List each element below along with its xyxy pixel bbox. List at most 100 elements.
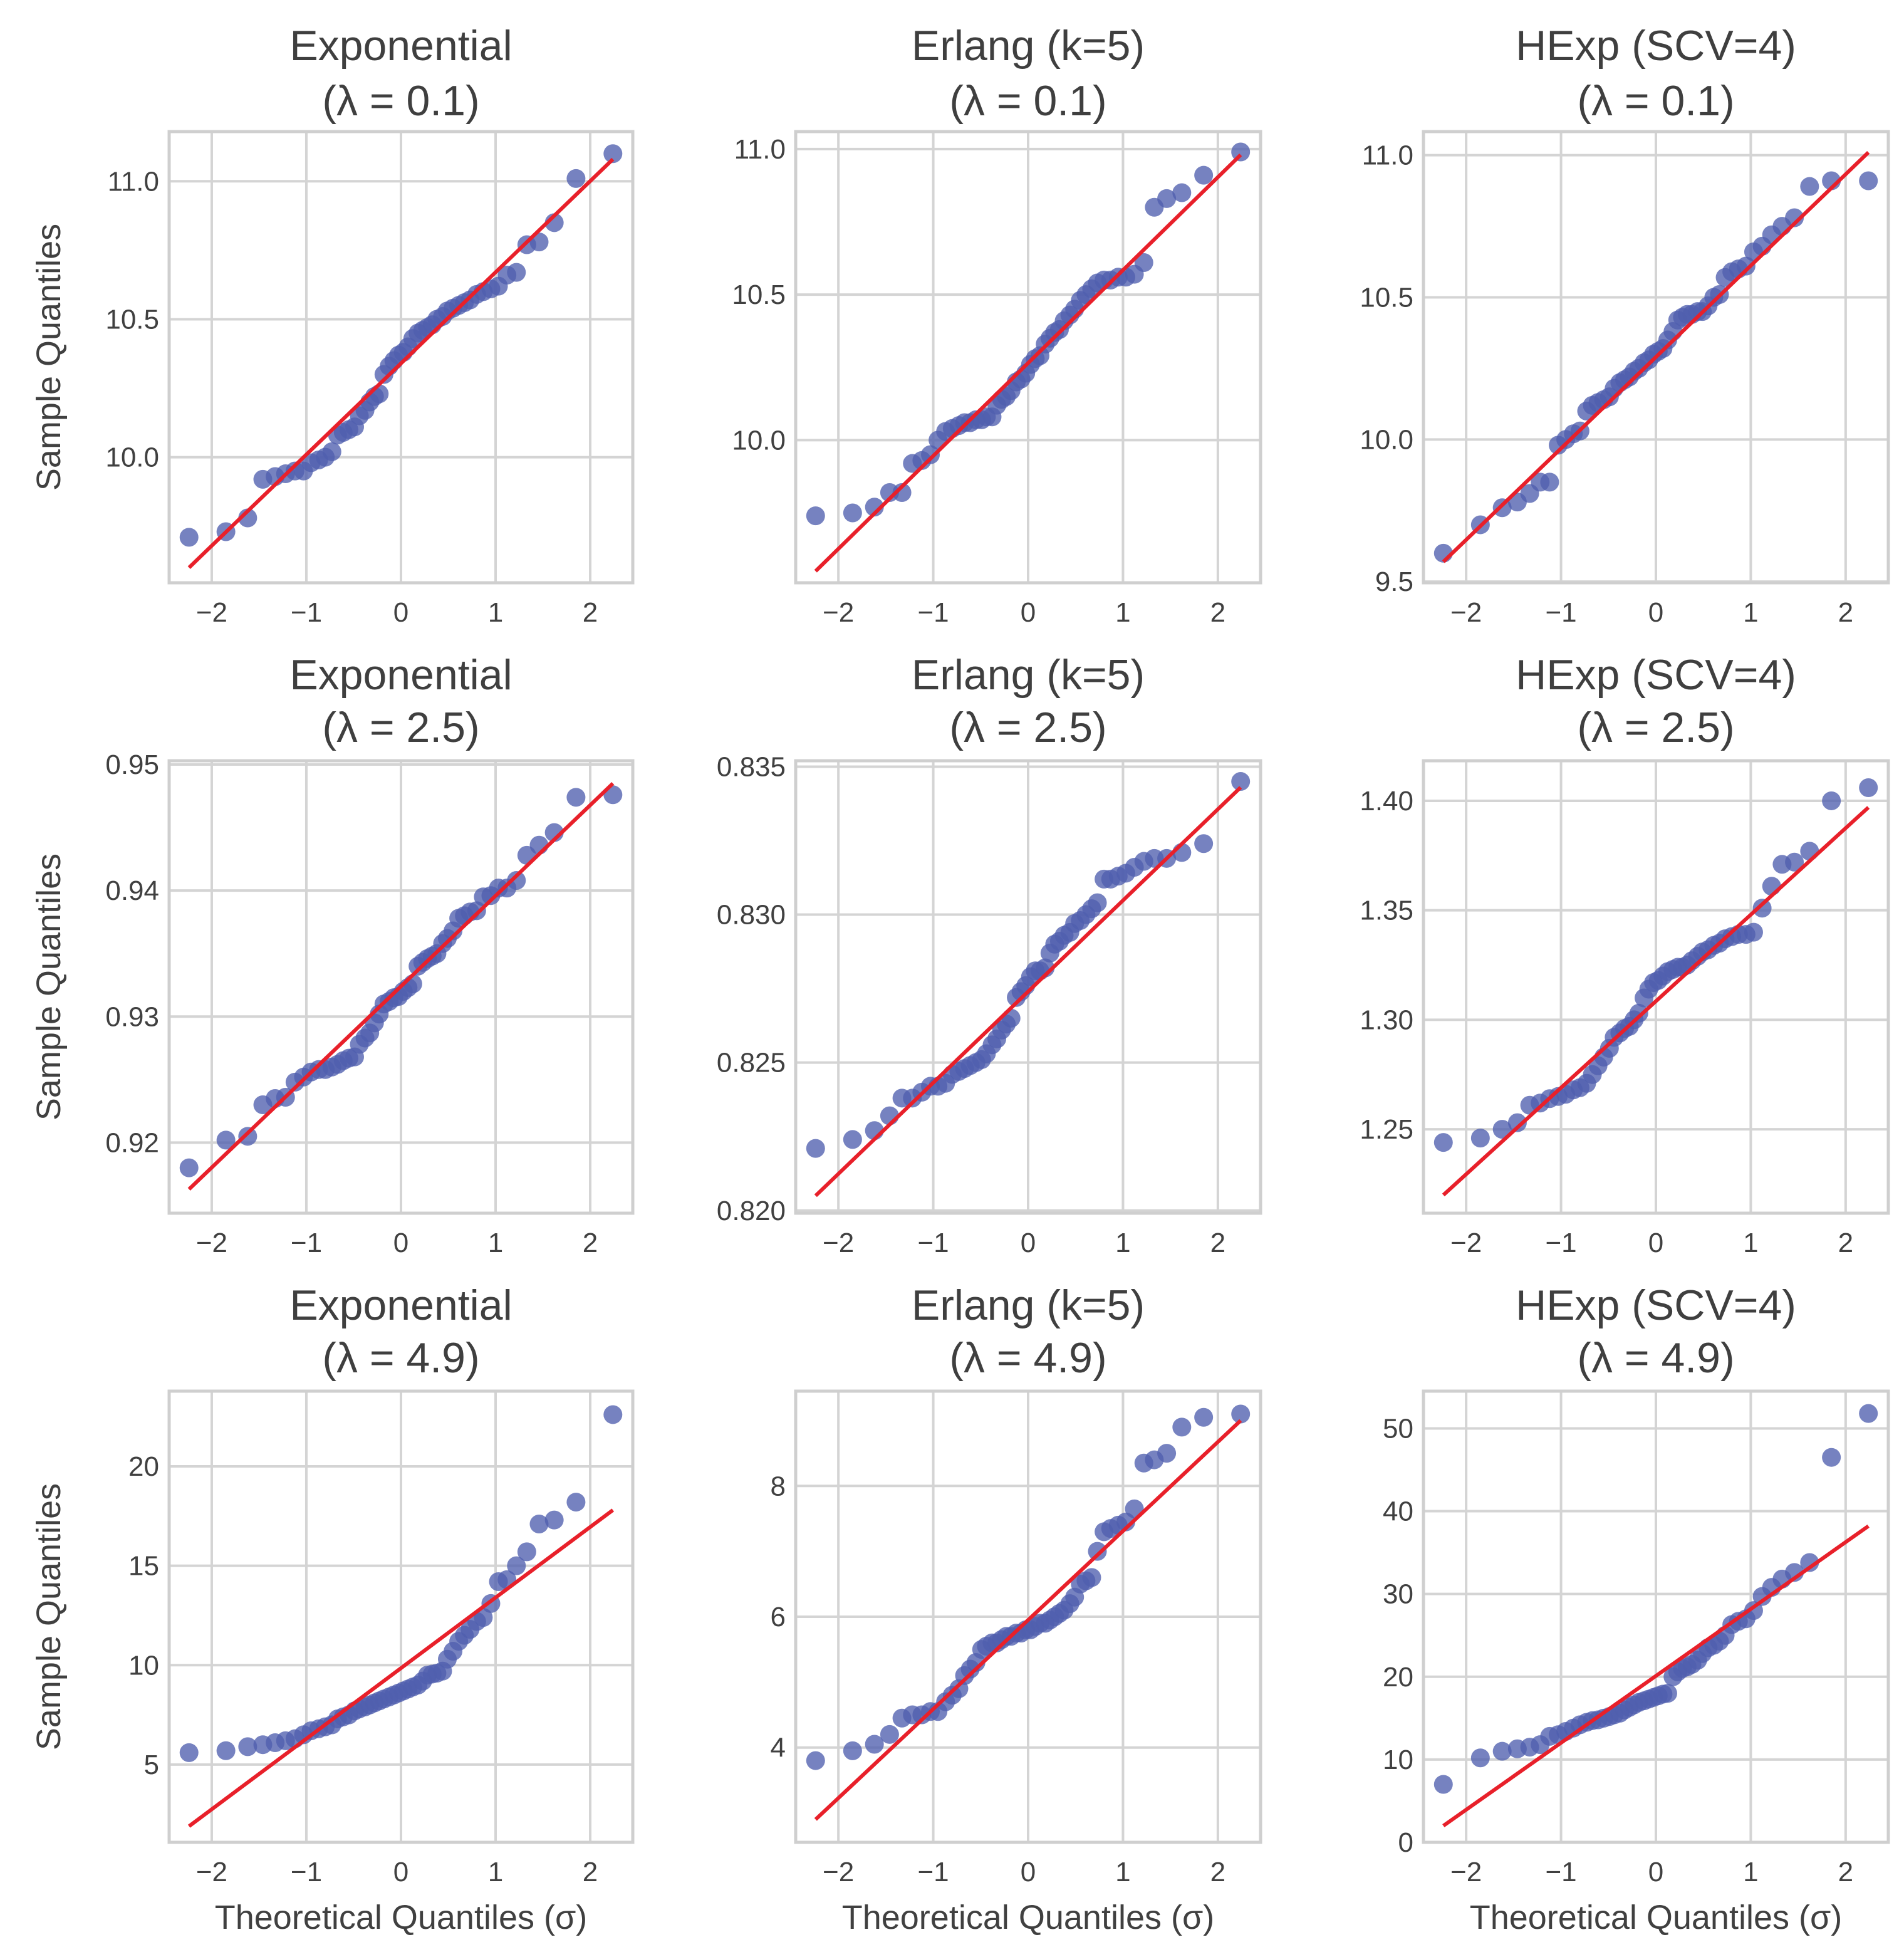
data-point [921,445,940,464]
panel-subtitle: (λ = 4.9) [949,1334,1106,1382]
x-tick-label: 0 [1648,1228,1663,1258]
axes-frame [167,1389,635,1844]
y-tick-label: 1.30 [1360,1005,1413,1035]
axes-frame [794,130,1262,585]
x-tick-label: 2 [1210,1228,1225,1258]
data-point [1507,1113,1527,1132]
x-tick-label: 2 [1210,1857,1225,1887]
qq-panel: Erlang (k=5) (λ = 2.5) −2 −1 0 1 2 0.820 0.825 0.… [717,651,1262,1258]
x-tick-label: 0 [1021,597,1036,628]
x-tick-label: −2 [1450,597,1482,628]
panel-title: Erlang (k=5) [912,22,1145,70]
y-tick-label: 20 [1383,1662,1413,1693]
y-tick-label: 9.5 [1375,566,1413,597]
axes-frame [167,759,635,1215]
qq-panel: HExp (SCV=4) (λ = 2.5) −2 −1 0 1 2 1.25 1.30 1.35… [1360,651,1890,1258]
panel-title: HExp (SCV=4) [1516,651,1796,699]
data-point [1194,834,1214,853]
data-point [1231,772,1251,791]
y-tick-label: 0.825 [717,1048,786,1078]
data-point [216,1130,236,1150]
data-point [179,528,199,547]
data-point [806,1139,825,1158]
y-tick-label: 10 [1383,1745,1413,1775]
data-point [806,506,825,526]
x-tick-label: 2 [1210,597,1225,628]
panel-subtitle: (λ = 0.1) [322,77,479,125]
y-tick-label: 0.835 [717,751,786,782]
y-tick-label: 11.0 [108,166,159,197]
qq-panel: Exponential (λ = 2.5) −2 −1 0 1 2 0.92 0.93 0.94 0… [30,651,635,1258]
x-tick-label: 1 [1115,1857,1130,1887]
panel-title: Exponential [289,651,512,699]
data-point [238,1127,258,1146]
data-point [1800,842,1819,861]
y-tick-label: 11.0 [734,134,786,165]
x-axis-label: Theoretical Quantiles (σ) [1470,1899,1843,1936]
data-point [1470,1129,1490,1148]
x-tick-label: 0 [393,1228,408,1258]
reference-line [814,786,1242,1198]
data-point [843,1130,862,1149]
axes-frame [794,759,1262,1215]
data-point [566,788,586,807]
data-point [1859,778,1878,797]
y-tick-label: 0.830 [717,900,786,931]
x-tick-label: −1 [917,1857,949,1887]
x-tick-label: 0 [1648,597,1663,628]
data-point [1752,899,1772,918]
panel-subtitle: (λ = 2.5) [949,704,1106,751]
data-point [1540,472,1559,492]
axes-frame [794,1389,1262,1844]
x-tick-label: −1 [291,597,322,628]
x-tick-label: 1 [1743,1228,1758,1258]
panel-subtitle: (λ = 4.9) [322,1334,479,1382]
reference-line [1442,1524,1870,1828]
y-tick-label: 10.5 [732,279,786,310]
data-point [1194,1407,1214,1427]
x-tick-label: 1 [488,1228,503,1258]
data-point [1492,1741,1512,1761]
data-point [370,384,389,404]
data-point [1785,852,1804,872]
panel-title: Exponential [289,22,512,70]
y-tick-label: 8 [771,1471,786,1501]
panel-subtitle: (λ = 0.1) [949,77,1106,125]
x-tick-label: 2 [583,1857,598,1887]
x-tick-label: −1 [291,1857,322,1887]
x-tick-label: 2 [583,1228,598,1258]
x-tick-label: −1 [1545,1228,1576,1258]
data-point [1658,1684,1677,1703]
data-point [1744,922,1763,942]
data-point [544,1510,564,1530]
data-point [216,1741,236,1760]
x-tick-label: 2 [1838,597,1853,628]
qq-panel: HExp (SCV=4)(λ = 4.9)−2 −1 0 1 201020304050T… [1383,1281,1890,1936]
x-tick-label: 0 [393,1857,408,1887]
x-tick-label: 0 [1021,1857,1036,1887]
data-point [1157,189,1177,208]
data-point [1231,1404,1251,1424]
x-tick-label: 1 [1743,597,1758,628]
qq-panel: HExp (SCV=4) (λ = 0.1) −2 −1 0 1 2 9.5 10.0 10.5 1… [1360,22,1890,628]
data-point [1157,1444,1177,1463]
data-point [1231,142,1251,162]
panel-title: Erlang (k=5) [912,651,1145,699]
y-tick-label: 0.92 [105,1127,159,1158]
y-axis-label: Sample Quantiles [30,1483,68,1750]
y-tick-label: 0 [1398,1827,1413,1858]
reference-line [1442,150,1870,563]
x-tick-label: 0 [1648,1857,1663,1887]
data-point [1433,1775,1453,1794]
data-point [1859,171,1878,191]
y-tick-label: 6 [771,1602,786,1632]
reference-line [1442,806,1870,1197]
y-axis-label: Sample Quantiles [30,224,68,491]
x-tick-label: 1 [488,597,503,628]
y-tick-label: 20 [128,1451,159,1482]
data-point [1492,1120,1512,1139]
data-point [1194,165,1214,185]
axes-frame [167,130,635,585]
panel-title: Exponential [289,1281,512,1329]
data-point [179,1158,199,1177]
